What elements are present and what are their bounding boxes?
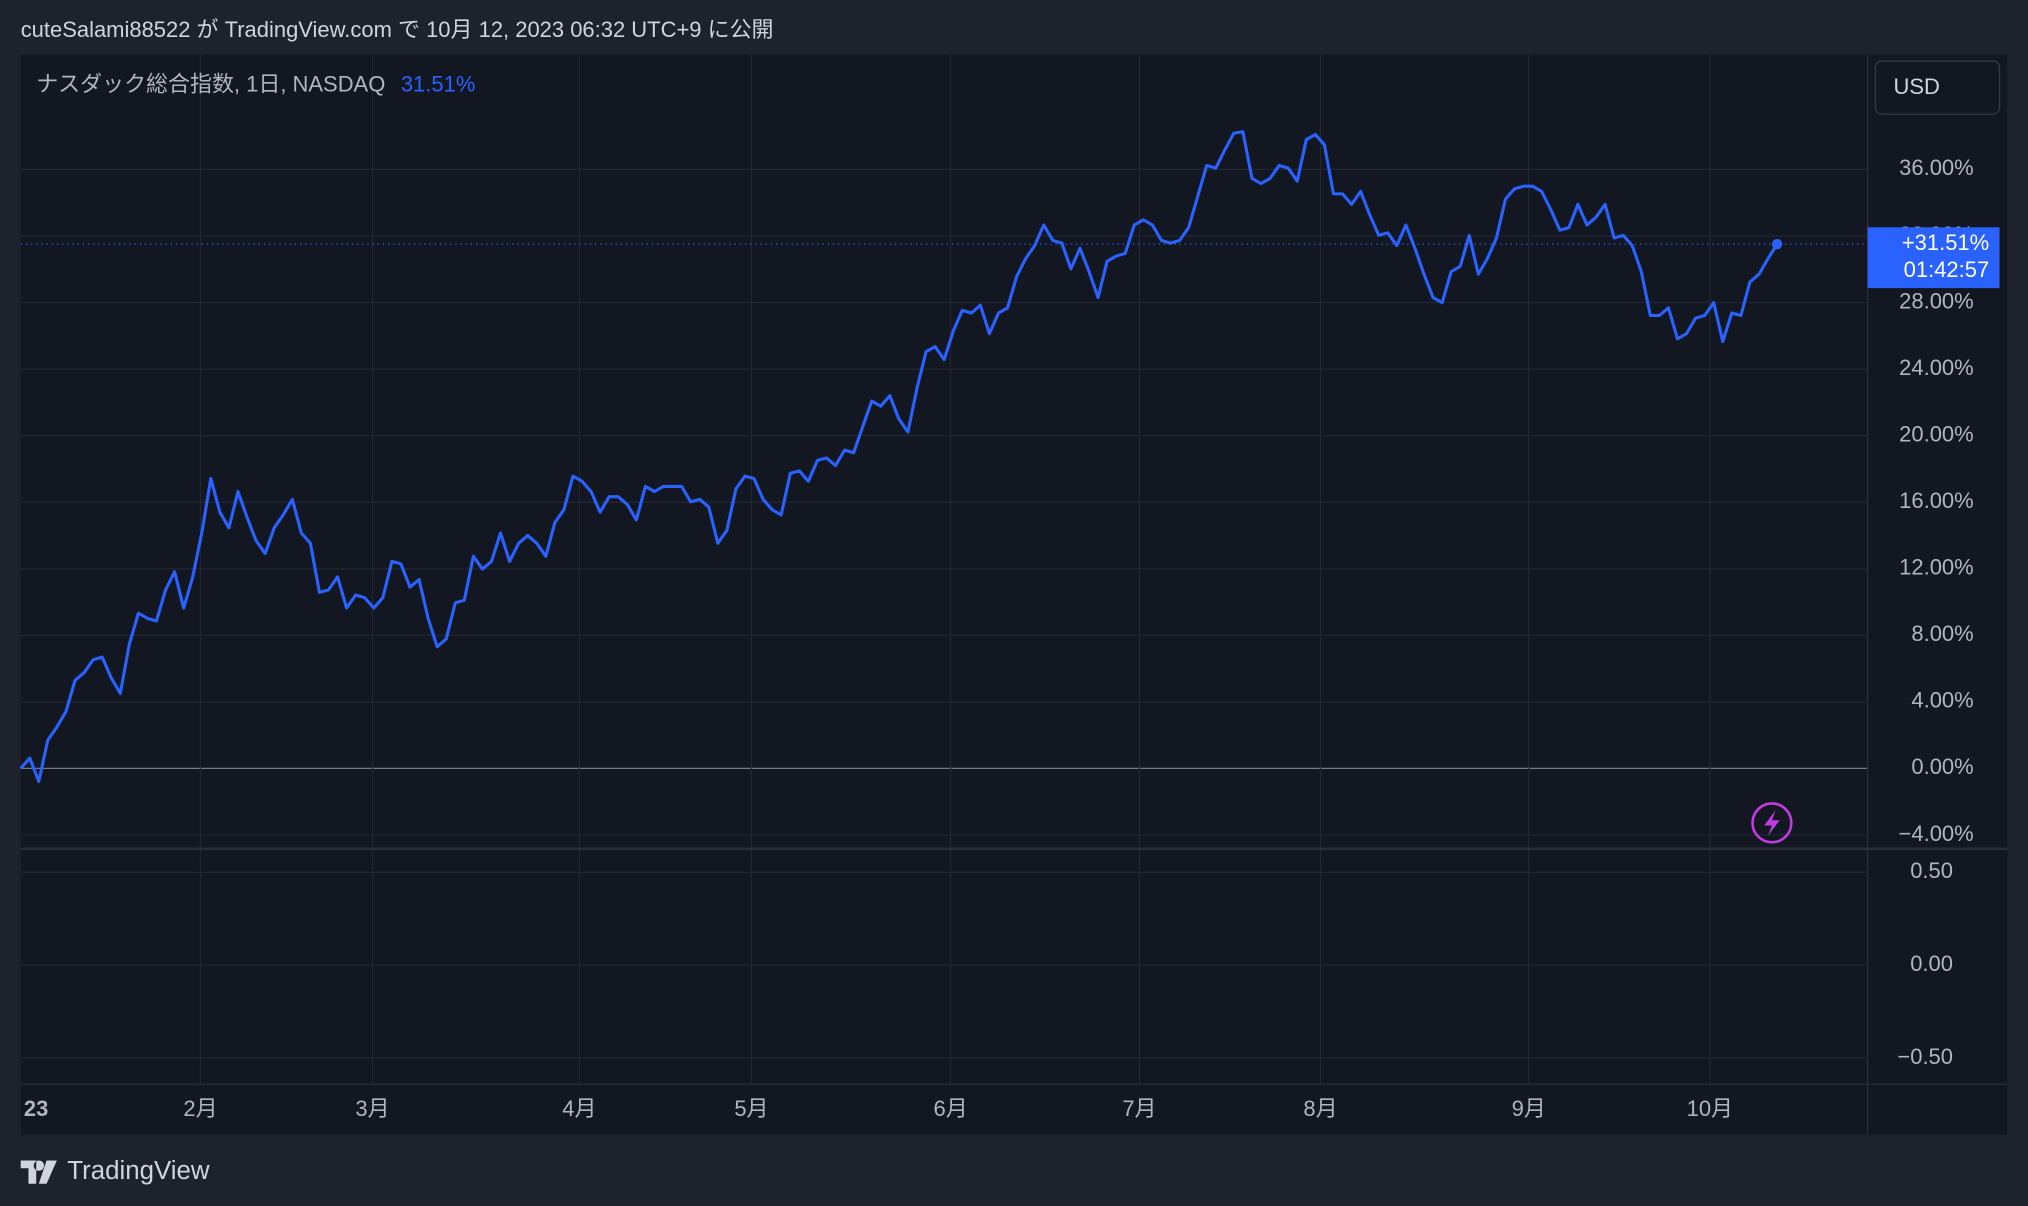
currency-button[interactable] bbox=[1874, 60, 2001, 115]
x-tick-label: 8月 bbox=[1303, 1096, 1337, 1121]
currency-label[interactable]: USD bbox=[1893, 74, 1939, 99]
y-tick-label: 12.00% bbox=[1899, 555, 1974, 580]
x-tick-label: 7月 bbox=[1122, 1096, 1156, 1121]
last-point bbox=[1771, 238, 1783, 250]
x-tick-label: 5月 bbox=[734, 1096, 768, 1121]
chart-area bbox=[20, 54, 2008, 1135]
y-tick-label: 8.00% bbox=[1911, 621, 1973, 646]
grid bbox=[20, 54, 1868, 1085]
y-tick-label: 4.00% bbox=[1911, 688, 1973, 713]
y-tick-label: −0.50 bbox=[1897, 1044, 1953, 1069]
price-label-box bbox=[1867, 227, 2000, 289]
y-tick-label: 28.00% bbox=[1899, 288, 1974, 313]
y-tick-label: 24.00% bbox=[1899, 355, 1974, 380]
alert-icon bbox=[1751, 802, 1793, 844]
brand-logo bbox=[20, 1160, 57, 1184]
x-tick-label: 23 bbox=[24, 1096, 48, 1121]
x-tick-label: 4月 bbox=[562, 1096, 596, 1121]
y-tick-label: 20.00% bbox=[1899, 421, 1974, 446]
x-tick-label: 9月 bbox=[1512, 1096, 1546, 1121]
legend-value: 31.51% bbox=[401, 71, 476, 96]
plot bbox=[19, 130, 1868, 783]
y-tick-label: 0.50 bbox=[1910, 858, 1953, 883]
header-title: cuteSalami88522 が TradingView.com で 10月 … bbox=[21, 17, 774, 42]
y-tick-label: −4.00% bbox=[1899, 821, 1974, 846]
y-tick-label: 0.00% bbox=[1911, 754, 1973, 779]
brand-name: TradingView bbox=[67, 1157, 210, 1185]
price-label: +31.51% bbox=[1902, 230, 1989, 255]
price-line bbox=[19, 130, 1779, 783]
x-tick-label: 6月 bbox=[933, 1096, 967, 1121]
x-tick-label: 2月 bbox=[183, 1096, 217, 1121]
legend-title: ナスダック総合指数, 1日, NASDAQ bbox=[36, 71, 385, 96]
countdown: 01:42:57 bbox=[1904, 257, 1990, 282]
x-tick-label: 10月 bbox=[1687, 1096, 1733, 1121]
y-tick-label: 36.00% bbox=[1899, 155, 1974, 180]
x-tick-label: 3月 bbox=[355, 1096, 389, 1121]
y-tick-label: 0.00 bbox=[1910, 951, 1953, 976]
y-tick-label: 16.00% bbox=[1899, 488, 1974, 513]
